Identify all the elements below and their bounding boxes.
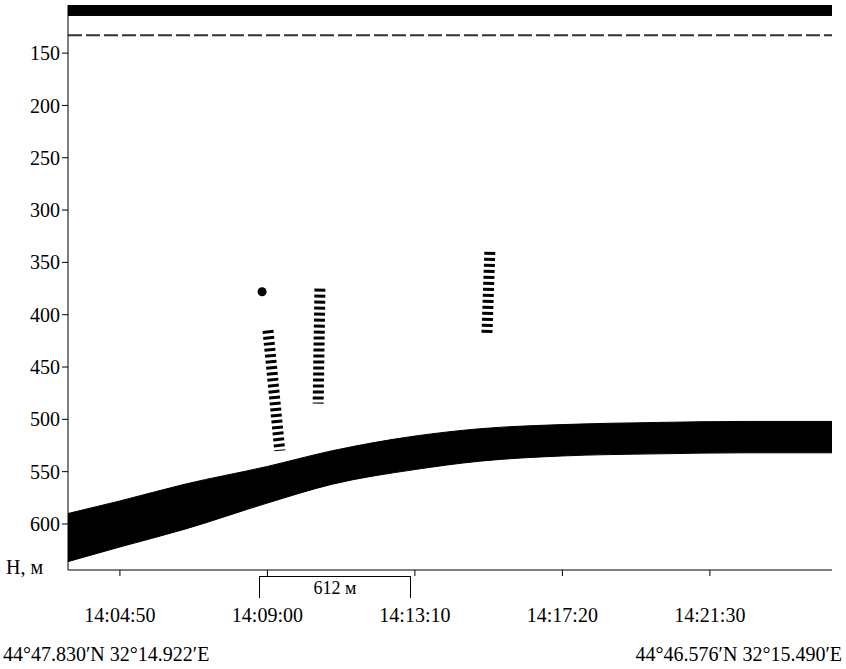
svg-text:300: 300	[30, 199, 60, 221]
svg-text:14:13:10: 14:13:10	[379, 604, 450, 626]
svg-text:400: 400	[30, 304, 60, 326]
svg-text:500: 500	[30, 408, 60, 430]
html-text:44°46.576′N 32°15.490′E: 44°46.576′N 32°15.490′E	[635, 643, 842, 665]
html-text:H, м: H, м	[6, 556, 44, 578]
svg-text:14:17:20: 14:17:20	[527, 604, 598, 626]
svg-text:550: 550	[30, 461, 60, 483]
svg-text:14:21:30: 14:21:30	[674, 604, 745, 626]
svg-text:150: 150	[30, 42, 60, 64]
svg-text:600: 600	[30, 513, 60, 535]
html-text:612 м: 612 м	[313, 578, 357, 598]
svg-text:14:09:00: 14:09:00	[232, 604, 303, 626]
html-text:44°47.830′N 32°14.922′E: 44°47.830′N 32°14.922′E	[3, 643, 210, 665]
svg-text:450: 450	[30, 356, 60, 378]
svg-text:350: 350	[30, 251, 60, 273]
svg-text:250: 250	[30, 147, 60, 169]
svg-text:14:04:50: 14:04:50	[84, 604, 155, 626]
svg-text:200: 200	[30, 95, 60, 117]
